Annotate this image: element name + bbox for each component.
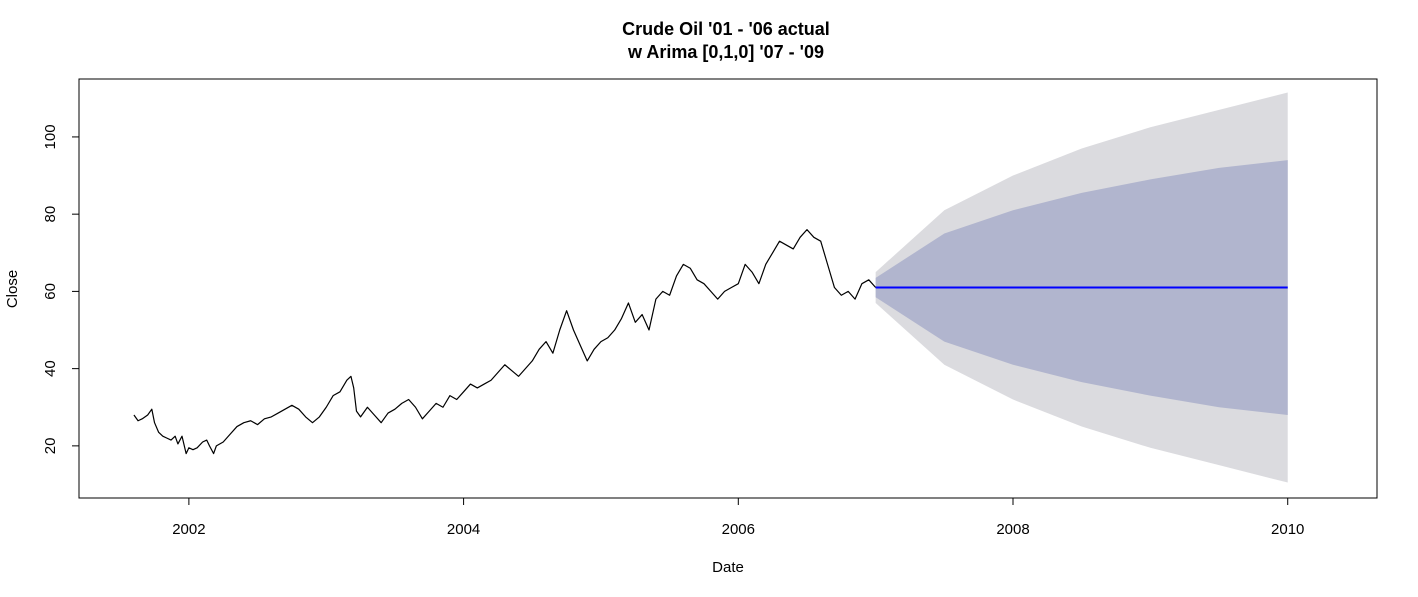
actual-series-line (133, 229, 877, 455)
y-axis: 20 40 60 80 100 (42, 124, 80, 455)
data-lines (133, 229, 1288, 455)
y-tick-label: 100 (42, 124, 59, 149)
y-tick-label: 40 (42, 360, 59, 377)
x-tick-label: 2010 (1271, 521, 1304, 538)
y-tick-label: 80 (42, 206, 59, 223)
y-axis-label: Close (4, 270, 21, 308)
x-tick-label: 2006 (722, 521, 755, 538)
x-axis-label: Date (712, 559, 744, 576)
x-tick-label: 2004 (447, 521, 480, 538)
y-tick-label: 60 (42, 283, 59, 300)
x-tick-label: 2002 (172, 521, 205, 538)
chart-title: Crude Oil '01 - '06 actual (622, 19, 830, 39)
x-axis: 2002 2004 2006 2008 2010 (172, 497, 1330, 538)
y-tick-label: 20 (42, 438, 59, 455)
chart-subtitle: w Arima [0,1,0] '07 - '09 (627, 42, 824, 62)
x-tick-label: 2008 (996, 521, 1029, 538)
